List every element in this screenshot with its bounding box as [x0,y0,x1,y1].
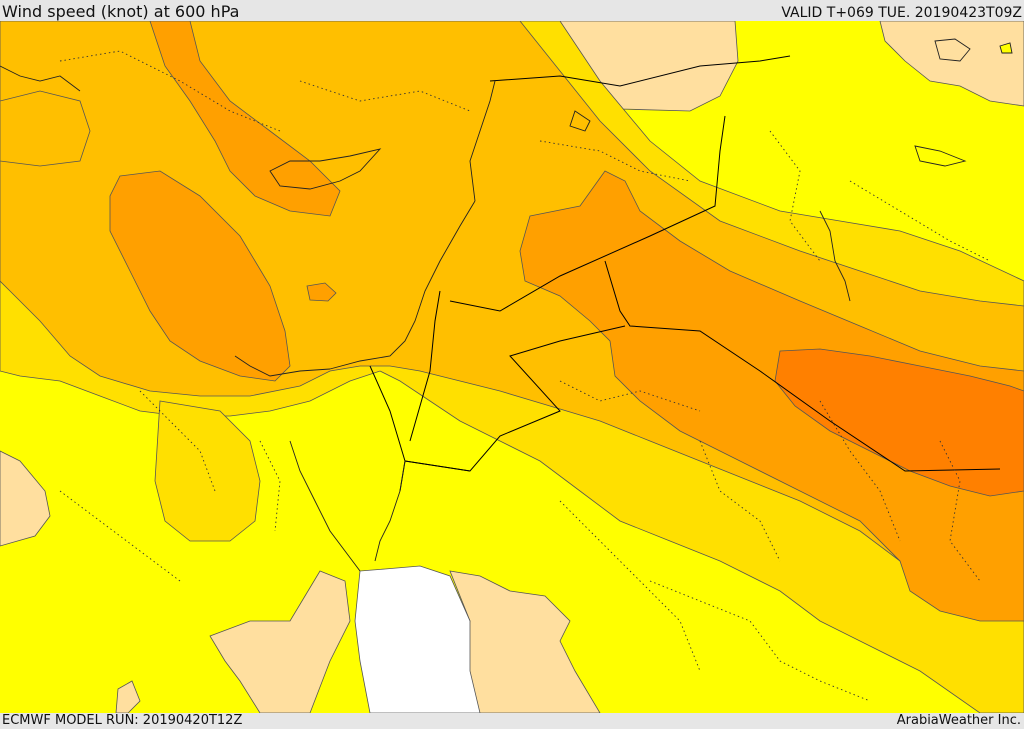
tan-area-west [0,450,51,547]
credit: ArabiaWeather Inc. [896,713,1021,728]
header-bar: Wind speed (knot) at 600 hPa VALID T+069… [0,0,1024,21]
tan-area-south-west [209,570,351,713]
tan-area-northeast [879,21,1024,107]
band-4-west [109,170,291,382]
band-4-east [519,170,1024,622]
band-4-north [149,21,341,217]
country-borders [369,55,1001,492]
band-2-south [154,400,261,542]
footer-bar: ECMWF MODEL RUN: 20190420T12Z ArabiaWeat… [0,713,1024,729]
tan-area-south-small [115,680,141,713]
band-4-spot [306,282,337,302]
admin-boundaries [59,50,991,702]
band-3-northeast [0,90,91,167]
valid-time: VALID T+069 TUE. 20190423T09Z [781,5,1022,21]
no-data-area [354,565,481,713]
wind-speed-map [0,21,1024,713]
map-title: Wind speed (knot) at 600 hPa [2,2,240,21]
band-5-east [774,348,1024,497]
coastlines [0,38,1013,572]
map-svg [0,21,1024,713]
model-run: ECMWF MODEL RUN: 20190420T12Z [2,713,243,728]
